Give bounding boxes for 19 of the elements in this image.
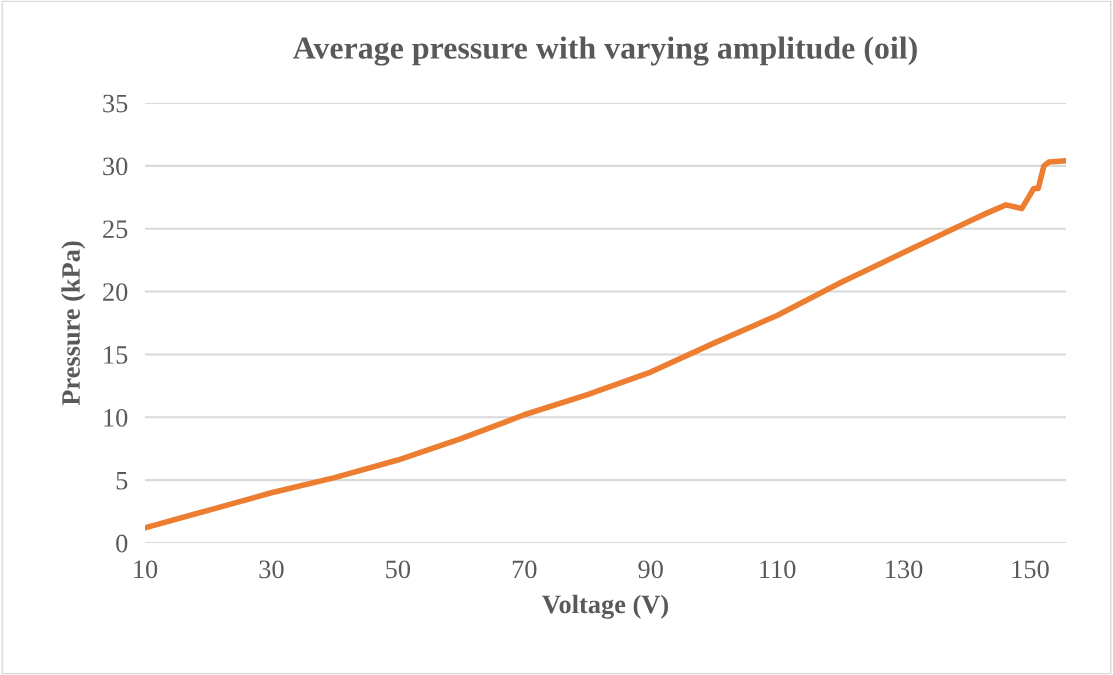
x-tick-label: 70	[512, 560, 537, 579]
y-tick-label: 25	[103, 220, 128, 239]
y-tick-label: 20	[103, 283, 128, 301]
x-tick-label: 150	[1012, 560, 1049, 579]
x-tick-label: 110	[760, 560, 796, 579]
y-tick-label: 5	[116, 472, 128, 490]
y-tick-label: 30	[103, 157, 128, 176]
y-tick-label: 10	[104, 408, 128, 427]
x-tick-label: 90	[638, 560, 663, 579]
chart-title: Average pressure with varying amplitude (oil)	[293, 36, 917, 66]
x-axis-title: Voltage (V)	[542, 594, 668, 619]
x-tick-label: 50	[386, 560, 411, 579]
y-axis-title: Pressure (kPa)	[61, 241, 86, 406]
y-tick-label: 35	[103, 94, 128, 113]
x-tick-label: 130	[886, 560, 923, 579]
x-tick-label: 30	[259, 560, 284, 579]
x-tick-label: 10	[134, 560, 158, 579]
y-tick-label: 0	[116, 534, 128, 553]
y-tick-label: 15	[104, 346, 128, 364]
